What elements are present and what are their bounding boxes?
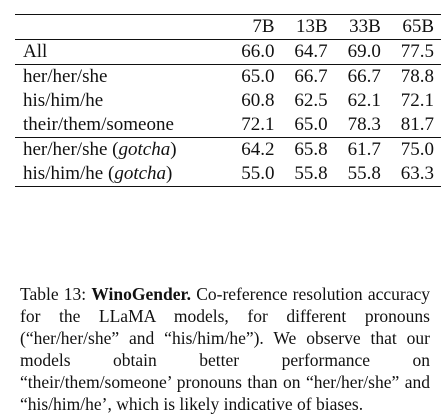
row-label-italic: gotcha (114, 163, 167, 184)
table-caption: Table 13: WinoGender. Co-reference resol… (20, 283, 430, 415)
table-header-row: 7B 13B 33B 65B (15, 14, 441, 40)
cell-value: 66.7 (334, 64, 388, 89)
table-row-their-them-someone: their/them/someone 72.1 65.0 78.3 81.7 (15, 113, 441, 138)
column-header-65b: 65B (387, 14, 441, 40)
header-corner (15, 14, 229, 40)
row-label: her/her/she (15, 64, 229, 89)
table-row-her-her-she: her/her/she 65.0 66.7 66.7 78.8 (15, 64, 441, 89)
cell-value: 55.8 (334, 162, 388, 187)
row-label: their/them/someone (23, 114, 174, 135)
table-row-her-her-she-gotcha: her/her/she (gotcha) 64.2 65.8 61.7 75.0 (15, 137, 441, 162)
row-label: his/him/he (gotcha) (15, 162, 229, 187)
caption-label: Table 13: (20, 283, 87, 304)
row-label: All (15, 39, 229, 65)
cell-value: 60.8 (241, 90, 275, 111)
cell-value: 61.7 (334, 137, 388, 162)
cell-value: 65.0 (294, 114, 328, 135)
cell-value: 55.0 (228, 162, 282, 187)
row-label-text: her/her/she (23, 139, 108, 160)
table-row-his-him-he-gotcha: his/him/he (gotcha) 55.0 55.8 55.8 63.3 (15, 162, 441, 187)
row-label-italic: gotcha (118, 139, 171, 160)
cell-value: 64.2 (228, 137, 282, 162)
row-label: her/her/she (gotcha) (15, 137, 229, 162)
cell-value: 62.1 (347, 90, 381, 111)
cell-value: 63.3 (387, 162, 441, 187)
cell-value: 78.8 (387, 64, 441, 89)
cell-value: 65.8 (281, 137, 335, 162)
caption-title: WinoGender. (91, 283, 192, 304)
cell-value: 64.7 (281, 39, 335, 65)
caption-text: Co-reference resolution accuracy for the… (20, 283, 431, 414)
cell-value: 75.0 (387, 137, 441, 162)
row-label: his/him/he (23, 90, 104, 111)
cell-value: 69.0 (334, 39, 388, 65)
cell-value: 72.1 (241, 114, 275, 135)
row-label-text: his/him/he (23, 163, 104, 184)
column-header-33b: 33B (334, 14, 388, 40)
table-row-his-him-he: his/him/he 60.8 62.5 62.1 72.1 (15, 89, 441, 113)
table-row-all: All 66.0 64.7 69.0 77.5 (15, 39, 441, 65)
cell-value: 62.5 (294, 90, 328, 111)
cell-value: 66.0 (228, 39, 282, 65)
cell-value: 81.7 (400, 114, 434, 135)
cell-value: 66.7 (281, 64, 335, 89)
cell-value: 55.8 (281, 162, 335, 187)
column-header-7b: 7B (228, 14, 282, 40)
cell-value: 65.0 (228, 64, 282, 89)
column-header-13b: 13B (281, 14, 335, 40)
winogender-results-table: 7B 13B 33B 65B All 66.0 64.7 69.0 77.5 h… (15, 14, 441, 187)
cell-value: 77.5 (387, 39, 441, 65)
cell-value: 72.1 (400, 90, 434, 111)
cell-value: 78.3 (347, 114, 381, 135)
